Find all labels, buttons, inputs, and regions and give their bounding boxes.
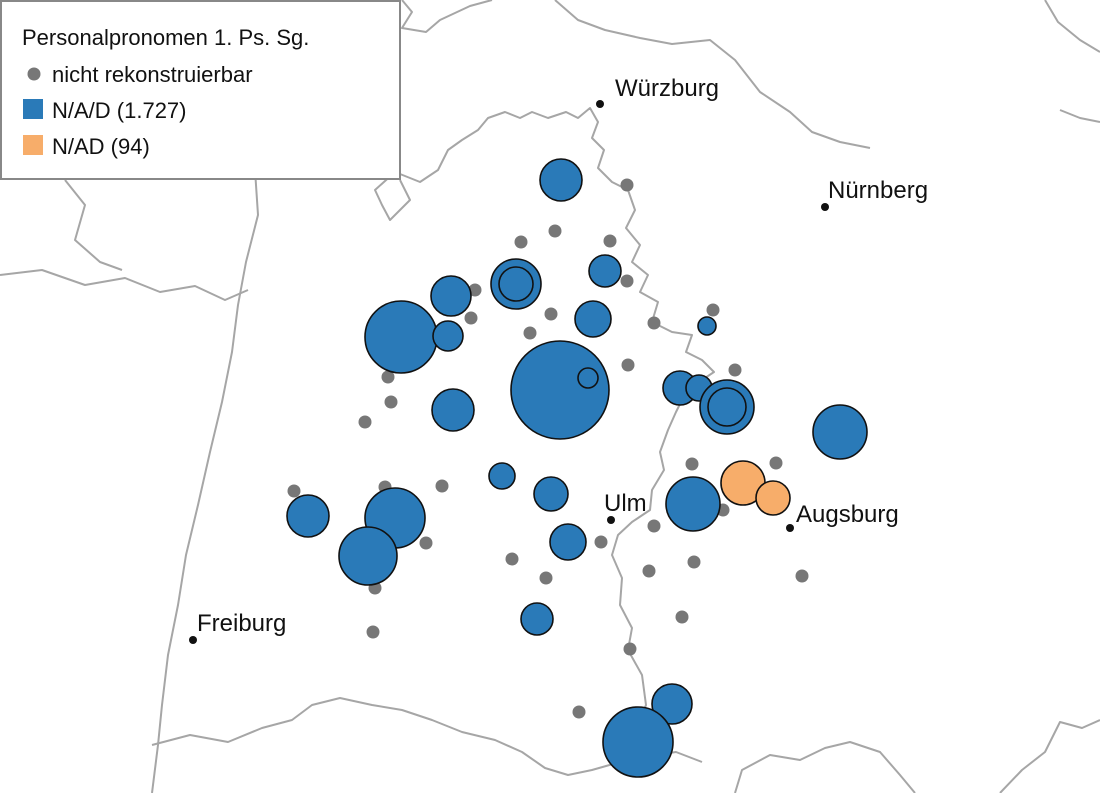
city-dot xyxy=(189,636,197,644)
point-nad-blue-inner xyxy=(577,367,599,389)
point-nad-blue xyxy=(286,494,330,538)
point-nad-blue xyxy=(539,158,583,202)
point-nicht-rekonstruierbar xyxy=(623,642,637,656)
point-nicht-rekonstruierbar xyxy=(728,363,742,377)
legend-title: Personalpronomen 1. Ps. Sg. xyxy=(22,25,309,50)
point-nicht-rekonstruierbar xyxy=(419,536,433,550)
point-nicht-rekonstruierbar xyxy=(358,415,372,429)
legend-label-nicht-rekonstruierbar: nicht rekonstruierbar xyxy=(52,62,253,87)
point-nad-blue xyxy=(574,300,612,338)
point-nicht-rekonstruierbar xyxy=(366,625,380,639)
point-nicht-rekonstruierbar xyxy=(675,610,689,624)
southeast-border xyxy=(999,719,1100,793)
point-nicht-rekonstruierbar xyxy=(603,234,617,248)
point-nicht-rekonstruierbar xyxy=(594,535,608,549)
point-nicht-rekonstruierbar xyxy=(548,224,562,238)
city-dot xyxy=(821,203,829,211)
point-nicht-rekonstruierbar xyxy=(687,555,701,569)
point-nicht-rekonstruierbar xyxy=(384,395,398,409)
point-nicht-rekonstruierbar xyxy=(435,479,449,493)
point-nicht-rekonstruierbar xyxy=(620,274,634,288)
point-nad-blue-inner xyxy=(498,266,534,302)
city-dot xyxy=(786,524,794,532)
city-label: Nürnberg xyxy=(828,177,928,204)
point-nad-blue xyxy=(697,316,717,336)
point-nicht-rekonstruierbar xyxy=(287,484,301,498)
point-nicht-rekonstruierbar xyxy=(381,370,395,384)
legend-swatch-nad-orange xyxy=(23,135,43,155)
legend: Personalpronomen 1. Ps. Sg. nicht rekons… xyxy=(0,0,401,180)
point-nad-blue-inner xyxy=(707,387,747,427)
city-dot xyxy=(596,100,604,108)
point-nad-blue xyxy=(533,476,569,512)
point-nicht-rekonstruierbar xyxy=(468,283,482,297)
northwest-border xyxy=(64,179,123,271)
point-nicht-rekonstruierbar xyxy=(621,358,635,372)
legend-label-nad-orange: N/AD (94) xyxy=(52,134,150,159)
city-label: Ulm xyxy=(604,490,647,517)
point-nad-blue xyxy=(338,526,398,586)
point-nad-blue xyxy=(812,404,868,460)
point-nicht-rekonstruierbar xyxy=(769,456,783,470)
data-points xyxy=(286,158,868,778)
point-nicht-rekonstruierbar xyxy=(642,564,656,578)
point-nicht-rekonstruierbar xyxy=(685,457,699,471)
legend-swatch-nad-blue xyxy=(23,99,43,119)
point-nad-blue xyxy=(432,320,464,352)
point-nicht-rekonstruierbar xyxy=(795,569,809,583)
point-nicht-rekonstruierbar xyxy=(544,307,558,321)
point-nad-blue xyxy=(430,275,472,317)
legend-swatch-nicht-rekonstruierbar xyxy=(27,67,41,81)
city-label: Würzburg xyxy=(615,75,719,102)
point-nicht-rekonstruierbar xyxy=(620,178,634,192)
point-nicht-rekonstruierbar xyxy=(647,519,661,533)
western-inner-border xyxy=(0,269,249,301)
point-nicht-rekonstruierbar xyxy=(464,311,478,325)
point-nad-blue xyxy=(431,388,475,432)
point-nad-blue xyxy=(651,683,693,725)
point-nad-blue xyxy=(588,254,622,288)
point-nad-blue xyxy=(510,340,610,440)
point-nad-blue xyxy=(364,300,438,374)
point-nad-orange xyxy=(755,480,791,516)
legend-box xyxy=(0,0,401,180)
city-label: Augsburg xyxy=(796,501,899,528)
point-nad-blue xyxy=(488,462,516,490)
southern-border-2 xyxy=(734,741,916,793)
legend-label-nad-blue: N/A/D (1.727) xyxy=(52,98,187,123)
top-east-border xyxy=(554,0,871,149)
northern-state-border xyxy=(374,107,715,721)
east-border xyxy=(1044,0,1100,53)
point-nicht-rekonstruierbar xyxy=(647,316,661,330)
point-nad-blue xyxy=(602,706,674,778)
point-nad-blue xyxy=(665,476,721,532)
point-nicht-rekonstruierbar xyxy=(514,235,528,249)
point-nad-blue xyxy=(520,602,554,636)
point-nicht-rekonstruierbar xyxy=(523,326,537,340)
top-border xyxy=(401,0,493,33)
city-label: Freiburg xyxy=(197,610,286,637)
east-border-2 xyxy=(1059,109,1100,123)
point-nicht-rekonstruierbar xyxy=(706,303,720,317)
point-nicht-rekonstruierbar xyxy=(505,552,519,566)
point-nad-blue xyxy=(549,523,587,561)
city-markers: Würzburg Nürnberg Ulm Augsburg Freiburg xyxy=(189,75,928,644)
city-dot xyxy=(607,516,615,524)
point-nicht-rekonstruierbar xyxy=(539,571,553,585)
point-nicht-rekonstruierbar xyxy=(572,705,586,719)
